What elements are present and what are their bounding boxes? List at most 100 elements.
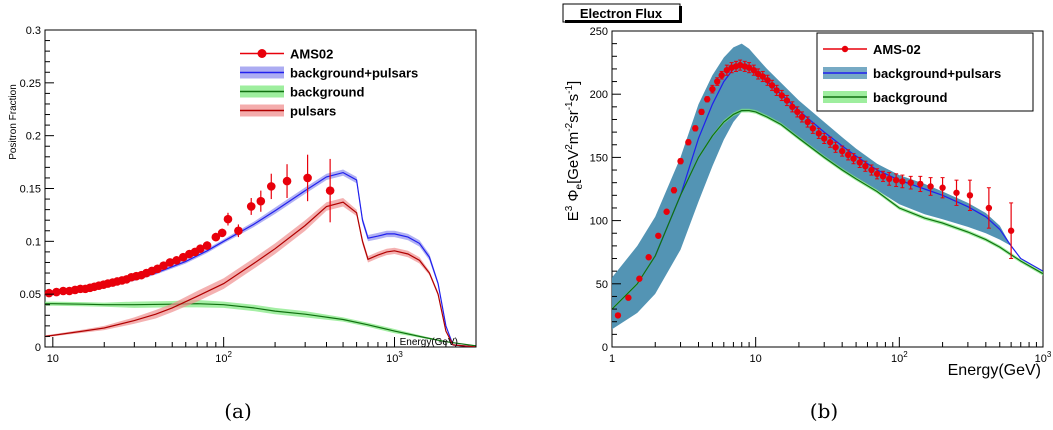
band-fill	[612, 43, 1043, 330]
data-point	[52, 287, 61, 297]
legend-label: background+pulsars	[290, 66, 418, 81]
data-point	[778, 89, 785, 102]
data-point	[773, 84, 780, 96]
data-point	[692, 125, 699, 132]
x-tick-label: 10	[47, 353, 59, 365]
data-point	[939, 177, 946, 199]
legend-entry: AMS02	[240, 47, 333, 62]
y-tick-label: 0.05	[20, 289, 41, 301]
data-point	[325, 158, 335, 223]
x-tick-label: 10	[750, 353, 762, 365]
panel-b-legend: AMS-02 background+pulsars background	[816, 32, 1034, 112]
data-point	[838, 145, 846, 157]
y-tick-label: 0	[602, 342, 608, 354]
panel-b-title-box: Electron Flux	[562, 3, 682, 23]
panel-b-data-points	[614, 59, 1015, 319]
data-point	[234, 224, 243, 238]
data-point	[809, 122, 817, 134]
data-point	[645, 254, 652, 261]
data-point	[783, 94, 791, 107]
legend-label: AMS-02	[873, 42, 921, 57]
data-point	[714, 77, 721, 86]
data-point	[718, 70, 725, 80]
y-tick-label: 0.1	[26, 236, 41, 248]
panel-b-electron-flux: 0 50 100 150 200 250 1 10 102 103 Electron Flux E…	[562, 3, 1052, 379]
panel-a-positron-fraction: 0 0.05 0.1 0.15 0.2 0.25 0.3 10 102 103 Positron …	[8, 25, 477, 365]
data-point	[246, 198, 256, 215]
data-point	[768, 79, 776, 91]
data-point	[798, 111, 806, 123]
panel-b-plot-frame	[611, 30, 1044, 348]
legend-label: background	[873, 90, 947, 105]
y-tick-label: 100	[590, 216, 608, 228]
data-point	[879, 170, 887, 182]
data-point	[850, 153, 857, 165]
data-point	[815, 127, 822, 139]
panel-a-axes: 0 0.05 0.1 0.15 0.2 0.25 0.3 10 102 103	[20, 25, 477, 365]
data-point	[196, 244, 205, 254]
data-point	[856, 156, 863, 169]
y-tick-label: 0.2	[26, 131, 41, 143]
data-point	[1007, 202, 1015, 260]
data-point	[899, 174, 906, 189]
b-series-background	[612, 108, 1043, 311]
data-point	[709, 84, 716, 94]
data-point	[826, 136, 834, 148]
y-tick-label: 0.15	[20, 184, 41, 196]
data-point	[953, 179, 960, 206]
panel-a-legend: AMS02 background+pulsars background pulsars	[240, 47, 418, 119]
panel-b-x-axis-title: Energy(GeV)	[948, 362, 1041, 379]
y-tick-label: 0.3	[26, 25, 41, 37]
data-point	[58, 286, 68, 296]
data-point	[614, 312, 622, 319]
data-point	[165, 258, 175, 267]
data-point	[217, 228, 227, 238]
data-point	[759, 70, 766, 83]
data-point	[794, 106, 801, 118]
data-point	[636, 275, 643, 282]
series-line	[45, 201, 476, 347]
panel-b-axes: 0 50 100 150 200 250 1 10 102 103	[590, 26, 1052, 365]
data-point	[985, 187, 993, 229]
caption-a: (a)	[224, 399, 252, 423]
data-point	[670, 187, 678, 194]
data-point	[862, 160, 869, 172]
panel-a-data-points	[44, 154, 335, 298]
data-point	[282, 164, 292, 199]
x-tick-label: 103	[386, 350, 403, 365]
data-point	[625, 294, 632, 301]
data-point	[655, 232, 662, 239]
y-tick-label: 200	[590, 89, 608, 101]
legend-entry: pulsars	[240, 104, 336, 119]
data-point	[844, 149, 852, 161]
data-point	[256, 190, 266, 212]
data-point	[266, 173, 276, 200]
y-tick-label: 150	[590, 152, 608, 164]
data-point	[685, 139, 692, 146]
data-point	[868, 164, 875, 176]
caption-b: (b)	[810, 399, 838, 423]
data-point	[172, 256, 181, 265]
data-point	[211, 232, 221, 242]
legend-label: background	[290, 85, 364, 100]
data-point	[907, 175, 914, 190]
legend-label: background+pulsars	[873, 66, 1001, 81]
data-point	[745, 62, 753, 74]
data-point	[741, 60, 748, 72]
panel-a-bands	[45, 169, 476, 347]
panel-a-y-axis-title: Positron Fraction	[8, 84, 19, 160]
y-tick-label: 250	[590, 26, 608, 38]
data-point	[159, 261, 168, 270]
series-line	[612, 110, 1043, 310]
legend-entry: background	[823, 90, 947, 105]
data-point	[704, 96, 711, 103]
data-point	[927, 177, 934, 196]
data-point	[966, 179, 974, 211]
panel-b-y-axis-title: E3 Φe[GeV2m-2sr-1s-1]	[564, 81, 585, 221]
legend-entry: background+pulsars	[240, 66, 418, 81]
data-point	[663, 208, 670, 215]
legend-entry: background	[240, 85, 364, 100]
data-point	[723, 64, 731, 76]
data-point	[917, 175, 924, 193]
